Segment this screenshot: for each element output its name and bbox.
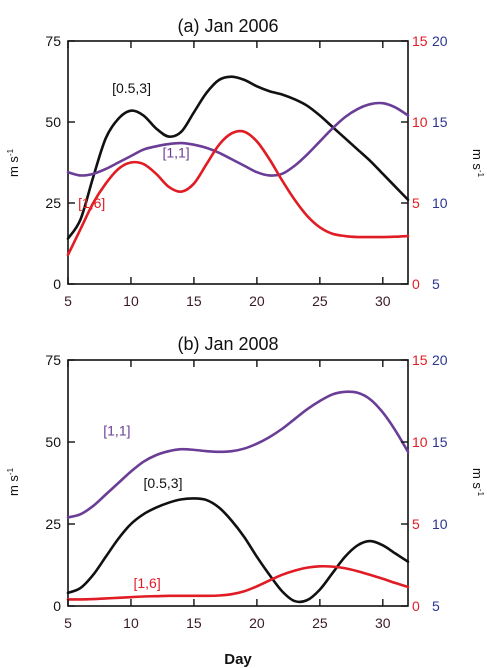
right-tick-label-blue: 20 bbox=[432, 33, 448, 49]
right-tick-label-blue: 5 bbox=[432, 598, 440, 614]
right-tick-label-red: 15 bbox=[412, 352, 428, 368]
series-label: [1,1] bbox=[103, 422, 130, 438]
x-tick-label: 5 bbox=[64, 293, 72, 309]
y-tick-label: 0 bbox=[53, 598, 61, 614]
right-tick-label-red: 0 bbox=[412, 598, 420, 614]
series-line-1-6 bbox=[66, 564, 410, 601]
panel-b-annotations: [1,1] [0.5,3] [1,6] bbox=[103, 422, 182, 591]
right-tick-label-blue: 15 bbox=[432, 114, 448, 130]
right-tick-label-blue: 10 bbox=[432, 516, 448, 532]
x-tick-label: 30 bbox=[375, 293, 391, 309]
panel-b-plot-area bbox=[67, 359, 409, 607]
series-label: [0.5,3] bbox=[112, 80, 151, 96]
x-tick-label: 10 bbox=[123, 293, 139, 309]
right-tick-label-blue: 20 bbox=[432, 352, 448, 368]
series-label: [1,1] bbox=[162, 145, 189, 161]
right-tick-label-red: 10 bbox=[412, 434, 428, 450]
series-line-0-5-3 bbox=[66, 497, 410, 604]
right-tick-label-blue: 5 bbox=[432, 276, 440, 292]
y-tick-label: 75 bbox=[45, 352, 61, 368]
right-tick-label-blue: 15 bbox=[432, 434, 448, 450]
panel-b: (b) Jan 2008 [1,1][0.5,3][1,6] 5 10 15 20 25… bbox=[6, 334, 485, 668]
x-tick-label: 25 bbox=[312, 293, 328, 309]
panel-a-title: (a) Jan 2006 bbox=[177, 16, 278, 36]
panel-b-y-ticks: 0 25 50 75 bbox=[45, 352, 75, 614]
panel-a: (a) Jan 2006 [0.5,3][1,1][1,6] 5 10 15 20 25… bbox=[6, 16, 485, 309]
panel-a-series bbox=[66, 75, 410, 257]
panel-a-x-ticks: 5 10 15 20 25 30 bbox=[64, 41, 391, 309]
series-label: [1,6] bbox=[78, 195, 105, 211]
y-tick-label: 25 bbox=[45, 516, 61, 532]
x-tick-label: 30 bbox=[375, 615, 391, 631]
series-line-1-1 bbox=[66, 390, 410, 519]
right-tick-label-red: 10 bbox=[412, 114, 428, 130]
x-tick-label: 20 bbox=[249, 293, 265, 309]
panel-b-right-ylabel: m s-1 bbox=[470, 468, 485, 497]
right-tick-label-red: 5 bbox=[412, 195, 420, 211]
series-line-0-5-3 bbox=[66, 75, 410, 240]
panel-a-plot-area bbox=[67, 40, 409, 285]
y-tick-label: 50 bbox=[45, 114, 61, 130]
x-tick-label: 15 bbox=[186, 615, 202, 631]
panel-a-right-ylabel: m s-1 bbox=[470, 149, 485, 178]
panel-a-ylabel: m s-1 bbox=[6, 148, 21, 177]
y-tick-label: 50 bbox=[45, 434, 61, 450]
x-tick-label: 25 bbox=[312, 615, 328, 631]
y-tick-label: 75 bbox=[45, 33, 61, 49]
panel-b-ylabel: m s-1 bbox=[6, 467, 21, 496]
right-tick-label-red: 0 bbox=[412, 276, 420, 292]
series-label: [1,6] bbox=[133, 575, 160, 591]
right-tick-label-red: 5 bbox=[412, 516, 420, 532]
y-tick-label: 0 bbox=[53, 276, 61, 292]
x-tick-label: 15 bbox=[186, 293, 202, 309]
panel-b-title: (b) Jan 2008 bbox=[177, 334, 278, 354]
panel-b-xlabel: Day bbox=[224, 651, 252, 668]
panel-b-x-ticks: 5 10 15 20 25 30 bbox=[64, 360, 391, 631]
series-line-1-6 bbox=[66, 129, 410, 257]
panel-a-annotations: [0.5,3] [1,1] [1,6] bbox=[78, 80, 190, 211]
right-tick-label-red: 15 bbox=[412, 33, 428, 49]
panel-b-series bbox=[66, 390, 410, 604]
y-tick-label: 25 bbox=[45, 195, 61, 211]
series-label: [0.5,3] bbox=[144, 475, 183, 491]
right-tick-label-blue: 10 bbox=[432, 195, 448, 211]
series-line-1-1 bbox=[66, 101, 410, 177]
x-tick-label: 20 bbox=[249, 615, 265, 631]
x-tick-label: 5 bbox=[64, 615, 72, 631]
x-tick-label: 10 bbox=[123, 615, 139, 631]
panel-a-y-ticks: 0 25 50 75 bbox=[45, 33, 75, 292]
